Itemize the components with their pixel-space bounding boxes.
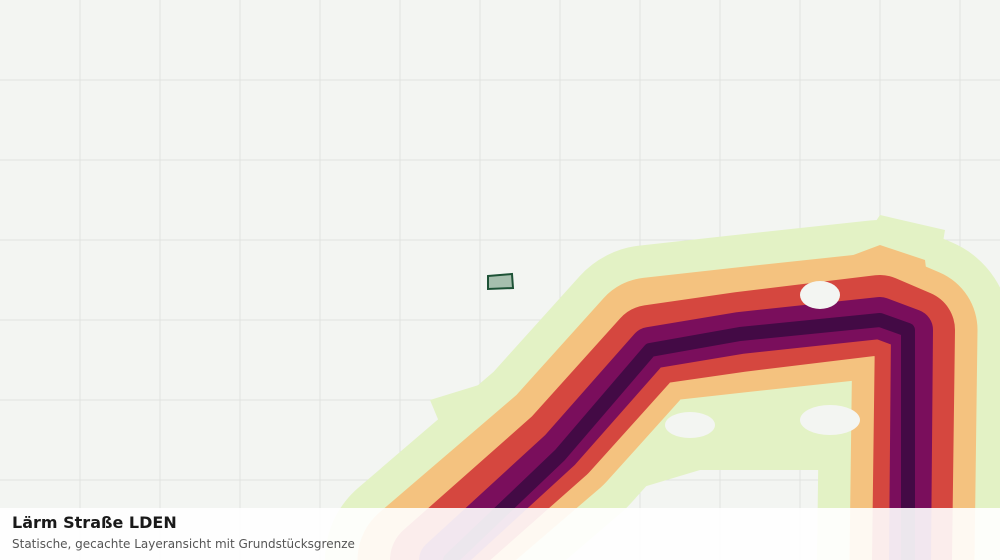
parcel-boundary[interactable] bbox=[487, 272, 515, 291]
caption-panel bbox=[0, 508, 1000, 560]
layer-title: Lärm Straße LDEN bbox=[12, 513, 177, 532]
layer-subtitle: Statische, gecachte Layeransicht mit Gru… bbox=[12, 537, 355, 551]
noise-layer bbox=[325, 215, 1000, 560]
